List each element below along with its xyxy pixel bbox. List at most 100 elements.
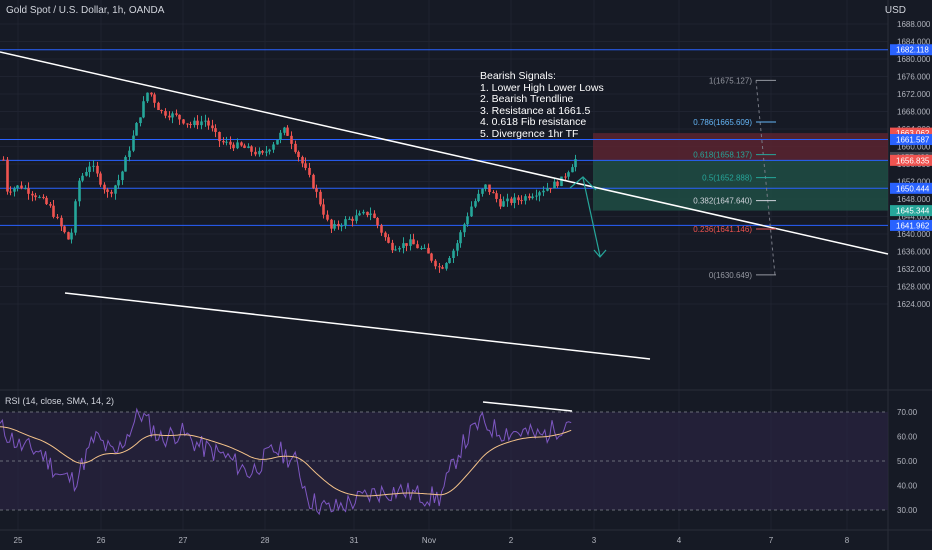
candle-body bbox=[290, 135, 293, 144]
horizontal-levels bbox=[0, 49, 888, 226]
symbol-title[interactable]: Gold Spot / U.S. Dollar, 1h, OANDA bbox=[6, 5, 165, 16]
candle-body bbox=[261, 151, 264, 153]
candle-body bbox=[409, 239, 412, 246]
candles bbox=[2, 92, 577, 273]
candle-body bbox=[427, 247, 430, 254]
candle-body bbox=[412, 239, 415, 245]
fib-level-label-4: 0.382(1647.640) bbox=[693, 197, 752, 206]
candle-body bbox=[438, 266, 441, 268]
time-label-6: 2 bbox=[509, 536, 514, 545]
candle-body bbox=[52, 205, 55, 217]
candle-body bbox=[538, 192, 541, 196]
candle-body bbox=[81, 175, 84, 181]
price-label-bg-4 bbox=[890, 154, 932, 166]
candle-body bbox=[517, 197, 520, 201]
candle-body bbox=[193, 120, 196, 125]
projection-arrowhead bbox=[593, 249, 607, 258]
candle-body bbox=[477, 193, 480, 202]
time-label-5: Nov bbox=[422, 536, 436, 545]
rsi-tick-4: 30.00 bbox=[897, 506, 918, 515]
candle-body bbox=[394, 249, 397, 251]
rsi-indicator-label[interactable]: RSI (14, close, SMA, 14, 2) bbox=[5, 396, 115, 406]
candle-body bbox=[528, 196, 531, 199]
candle-body bbox=[27, 188, 30, 194]
candle-body bbox=[16, 185, 19, 189]
price-label-bg-7 bbox=[890, 219, 932, 231]
price-label-bg-5 bbox=[890, 182, 932, 194]
price-tick-9: 1652.000 bbox=[897, 178, 931, 187]
candle-body bbox=[319, 191, 322, 205]
candle-body bbox=[445, 263, 448, 269]
candle-body bbox=[38, 196, 41, 198]
candle-body bbox=[88, 166, 91, 172]
candle-body bbox=[67, 232, 70, 240]
candle-body bbox=[218, 131, 221, 142]
candle-body bbox=[571, 167, 574, 173]
candle-body bbox=[171, 113, 174, 118]
candle-body bbox=[304, 163, 307, 168]
fib-level-label-2: 0.618(1658.137) bbox=[693, 151, 752, 160]
note-line-2: 2. Bearish Trendline bbox=[480, 93, 574, 105]
position-zones bbox=[593, 133, 888, 211]
candle-body bbox=[146, 92, 149, 102]
candle-body bbox=[546, 188, 549, 191]
price-label-0: 1682.118 bbox=[896, 46, 929, 55]
candle-body bbox=[495, 193, 498, 199]
candle-body bbox=[484, 184, 487, 189]
time-label-9: 7 bbox=[769, 536, 774, 545]
price-label-2: 1661.587 bbox=[896, 136, 930, 145]
candle-body bbox=[265, 151, 268, 153]
price-label-7: 1641.962 bbox=[896, 221, 930, 230]
candle-body bbox=[186, 123, 189, 125]
candle-body bbox=[128, 150, 131, 158]
candle-body bbox=[42, 196, 45, 198]
rsi-tick-1: 60.00 bbox=[897, 433, 918, 442]
fib-level-label-0: 1(1675.127) bbox=[709, 76, 752, 85]
price-tick-14: 1632.000 bbox=[897, 265, 931, 274]
stop-loss-zone bbox=[593, 133, 888, 161]
candle-body bbox=[322, 204, 325, 215]
candle-body bbox=[56, 216, 59, 218]
candle-body bbox=[535, 195, 538, 197]
candle-body bbox=[420, 248, 423, 250]
projection-down-arrow bbox=[582, 177, 601, 257]
candle-body bbox=[297, 151, 300, 158]
candle-body bbox=[279, 132, 282, 140]
candle-body bbox=[387, 237, 390, 243]
price-tick-5: 1668.000 bbox=[897, 108, 931, 117]
candle-body bbox=[168, 115, 171, 118]
candle-body bbox=[49, 204, 52, 206]
candle-body bbox=[9, 191, 12, 193]
candle-body bbox=[20, 185, 23, 189]
candle-body bbox=[117, 180, 120, 186]
time-label-10: 8 bbox=[845, 536, 850, 545]
candle-body bbox=[373, 213, 376, 218]
time-label-4: 31 bbox=[350, 536, 359, 545]
candle-body bbox=[434, 260, 437, 267]
candle-body bbox=[164, 111, 167, 116]
candle-body bbox=[405, 243, 408, 246]
price-axis: 1688.000 1684.000 1680.000 1676.000 1672.000… bbox=[890, 20, 932, 309]
candle-body bbox=[441, 267, 444, 269]
candle-body bbox=[362, 211, 365, 214]
note-line-4: 4. 0.618 Fib resistance bbox=[480, 116, 587, 128]
price-label-1: 1663.062 bbox=[896, 129, 930, 138]
note-line-5: 5. Divergence 1hr TF bbox=[480, 127, 579, 140]
price-tick-13: 1636.000 bbox=[897, 248, 931, 257]
rsi-tick-2: 50.00 bbox=[897, 457, 918, 466]
candle-body bbox=[106, 189, 109, 192]
candle-body bbox=[229, 141, 232, 145]
candle-body bbox=[243, 145, 246, 148]
candle-body bbox=[326, 214, 329, 220]
currency-label: USD bbox=[884, 5, 906, 16]
candle-body bbox=[301, 157, 304, 164]
take-profit-zone bbox=[593, 160, 888, 211]
candle-body bbox=[564, 176, 567, 178]
bearish-signals-note[interactable]: Bearish Signals: 1. Lower High Lower Low… bbox=[480, 70, 604, 140]
candle-body bbox=[175, 113, 178, 115]
candle-body bbox=[502, 201, 505, 207]
candle-body bbox=[135, 123, 138, 136]
candle-body bbox=[553, 181, 556, 189]
